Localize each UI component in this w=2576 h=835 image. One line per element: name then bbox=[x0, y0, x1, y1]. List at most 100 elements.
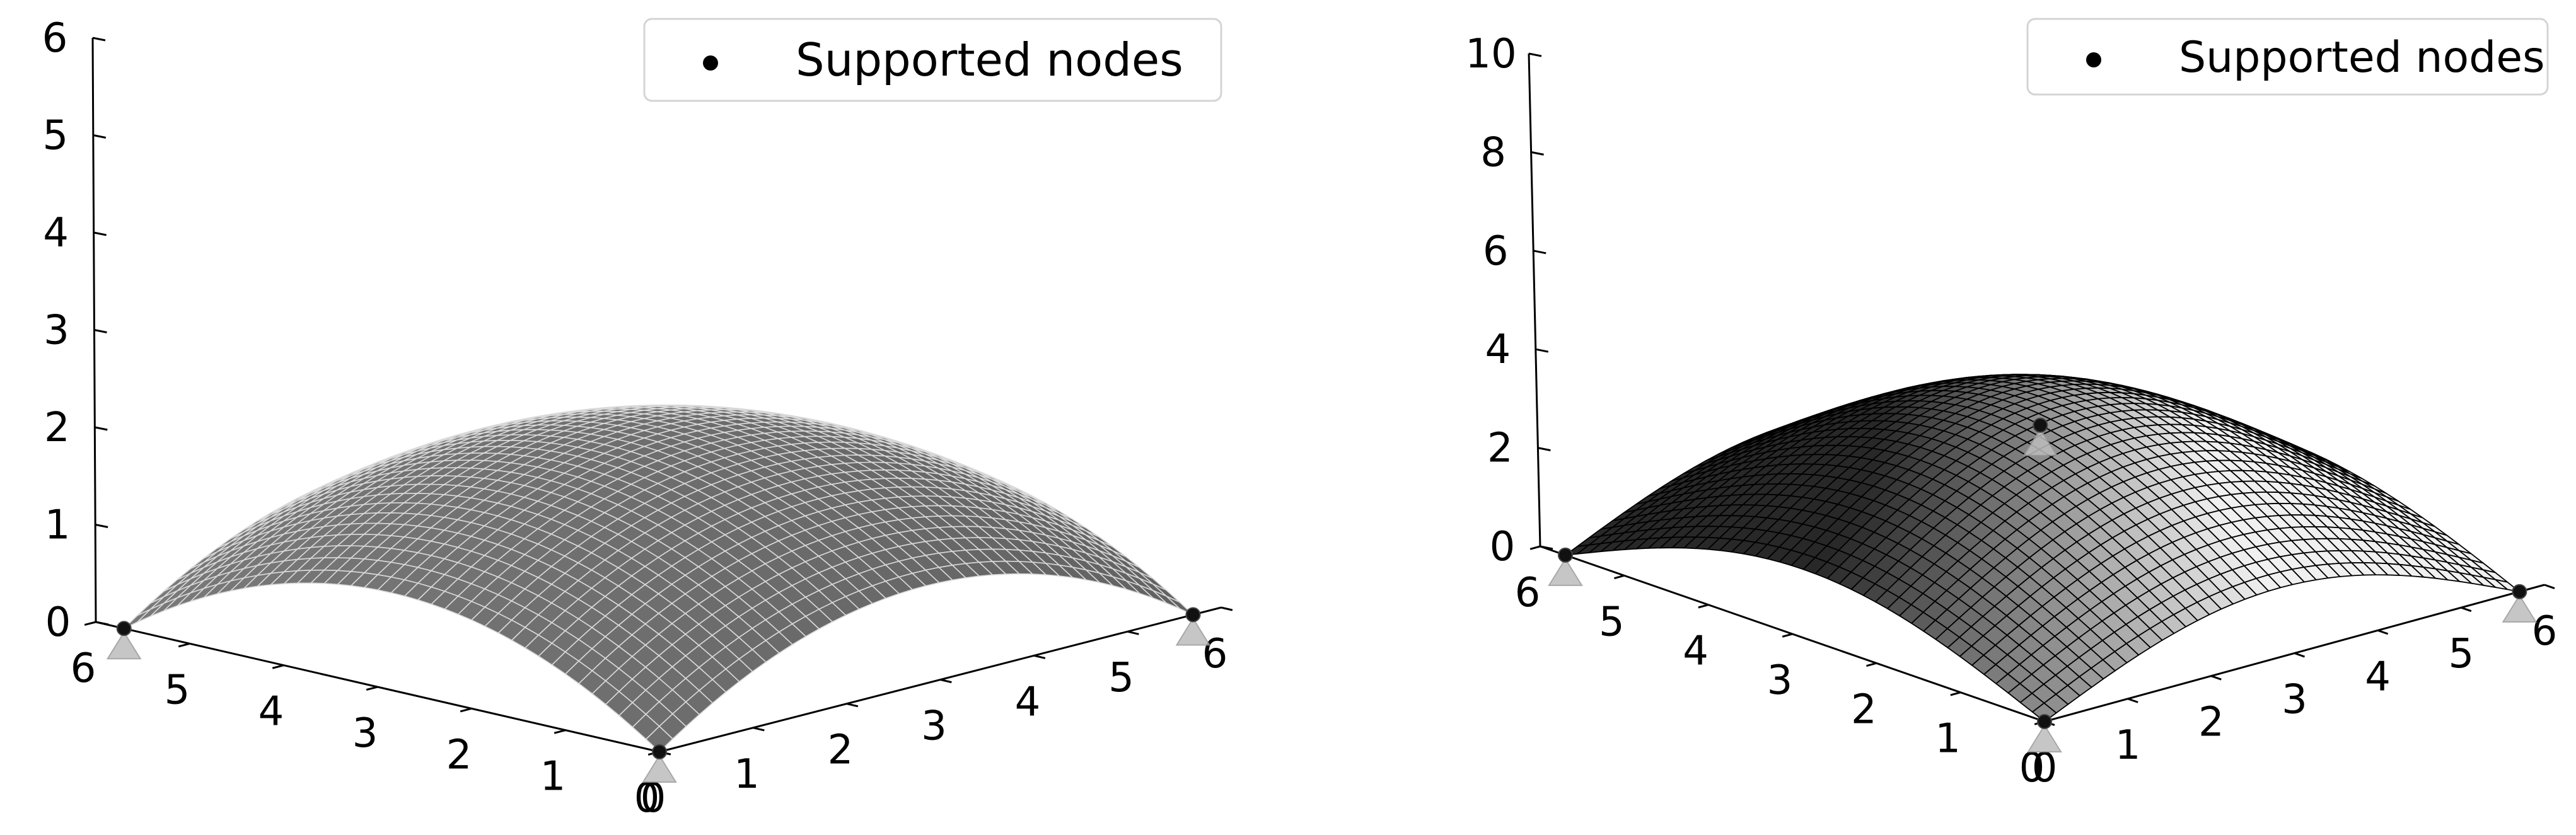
z-tick-label: 6 bbox=[1483, 228, 1509, 275]
supported-node-point bbox=[652, 744, 667, 759]
surface bbox=[1563, 374, 2520, 723]
x-tick bbox=[1033, 654, 1046, 659]
legend-label: Supported nodes bbox=[2179, 33, 2545, 83]
support-triangle bbox=[1175, 617, 1211, 646]
supported-node-point bbox=[2037, 714, 2052, 729]
y-tick bbox=[84, 621, 96, 626]
x-tick-label: 6 bbox=[2532, 608, 2558, 655]
z-tick-label: 2 bbox=[44, 405, 70, 451]
x-tick-label: 3 bbox=[921, 703, 947, 750]
legend-box bbox=[2026, 18, 2549, 96]
x-tick bbox=[1127, 630, 1139, 635]
z-tick bbox=[1535, 348, 1549, 353]
x-tick-label: 1 bbox=[734, 751, 760, 798]
y-tick-label: 3 bbox=[1767, 657, 1793, 704]
z-tick bbox=[1540, 545, 1553, 550]
support-triangle bbox=[1548, 558, 1583, 586]
z-tick-label: 4 bbox=[1485, 326, 1511, 373]
y-tick bbox=[178, 642, 190, 648]
z-tick bbox=[92, 37, 106, 42]
x-tick-label: 4 bbox=[1015, 679, 1041, 725]
x-tick bbox=[2544, 584, 2555, 589]
y-tick bbox=[1782, 633, 1793, 638]
z-tick bbox=[95, 621, 109, 626]
y-tick bbox=[1529, 545, 1541, 550]
supported-node-point bbox=[116, 621, 132, 636]
support-triangle bbox=[2502, 594, 2538, 623]
y-tick bbox=[272, 664, 284, 669]
y-tick-label: 5 bbox=[165, 667, 190, 713]
y-tick-label: 6 bbox=[71, 645, 96, 692]
z-tick bbox=[95, 426, 108, 431]
x-tick-label: 6 bbox=[1202, 631, 1228, 677]
z-axis-line bbox=[1528, 53, 1541, 547]
z-tick bbox=[1528, 52, 1542, 57]
support-triangle bbox=[2022, 427, 2058, 456]
legend-marker bbox=[2086, 52, 2101, 67]
x-tick bbox=[2210, 675, 2222, 681]
y-tick-label: 0 bbox=[2019, 745, 2045, 792]
y-tick-label: 3 bbox=[352, 710, 378, 757]
supported-node-point bbox=[1185, 607, 1201, 623]
support-triangle bbox=[106, 631, 142, 660]
z-tick-label: 0 bbox=[45, 599, 71, 646]
y-tick-label: 0 bbox=[634, 775, 660, 822]
y-tick bbox=[1614, 574, 1625, 580]
z-tick-label: 0 bbox=[1490, 524, 1516, 570]
x-tick bbox=[846, 703, 859, 708]
support-triangle bbox=[642, 754, 677, 783]
x-tick-label: 0 bbox=[2032, 745, 2058, 792]
z-tick bbox=[95, 524, 108, 528]
supported-node-point bbox=[2512, 584, 2527, 599]
y-tick bbox=[366, 686, 378, 691]
y-tick bbox=[1698, 604, 1709, 609]
surface-patch bbox=[645, 725, 674, 753]
x-tick bbox=[2294, 652, 2305, 658]
x-tick bbox=[940, 679, 952, 684]
supported-node-point bbox=[1558, 547, 1573, 563]
z-tick bbox=[1538, 447, 1551, 452]
z-tick-label: 3 bbox=[44, 308, 69, 354]
x-tick-label: 4 bbox=[2365, 654, 2391, 700]
legend-marker bbox=[703, 55, 718, 71]
z-tick bbox=[1531, 151, 1544, 156]
x-tick-label: 3 bbox=[2282, 677, 2307, 723]
z-tick bbox=[94, 329, 107, 333]
legend-label: Supported nodes bbox=[796, 33, 1183, 86]
y-tick bbox=[460, 707, 472, 713]
x-tick bbox=[1221, 606, 1233, 611]
legend: Supported nodes bbox=[2026, 18, 2549, 96]
x-tick-label: 1 bbox=[2115, 722, 2141, 769]
z-tick-label: 2 bbox=[1487, 425, 1513, 472]
y-tick-label: 1 bbox=[1935, 716, 1961, 763]
x-tick-label: 5 bbox=[1108, 655, 1134, 701]
y-tick bbox=[554, 729, 566, 734]
x-tick bbox=[2127, 698, 2138, 703]
x-tick-label: 5 bbox=[2448, 631, 2474, 677]
legend: Supported nodes bbox=[643, 18, 1222, 102]
y-tick-label: 4 bbox=[1683, 628, 1709, 675]
z-tick-label: 5 bbox=[42, 113, 68, 159]
x-tick bbox=[2461, 606, 2472, 613]
y-tick bbox=[1950, 691, 1961, 696]
supported-node-point bbox=[2033, 417, 2048, 433]
z-tick bbox=[1533, 250, 1546, 255]
legend-box bbox=[643, 18, 1222, 102]
y-tick-label: 5 bbox=[1599, 599, 1625, 645]
z-tick-label: 4 bbox=[43, 210, 69, 256]
y-tick-label: 6 bbox=[1515, 570, 1541, 616]
y-tick-label: 2 bbox=[1851, 686, 1877, 733]
x-tick-label: 2 bbox=[828, 727, 854, 774]
z-tick-label: 1 bbox=[45, 502, 71, 549]
y-tick-label: 4 bbox=[258, 689, 284, 735]
y-tick-label: 2 bbox=[446, 732, 472, 778]
x-tick bbox=[2377, 629, 2389, 635]
z-tick bbox=[93, 231, 107, 236]
x-tick-label: 0 bbox=[641, 775, 666, 822]
z-tick-label: 6 bbox=[42, 15, 68, 62]
x-tick bbox=[753, 727, 765, 732]
y-tick bbox=[1866, 662, 1877, 667]
